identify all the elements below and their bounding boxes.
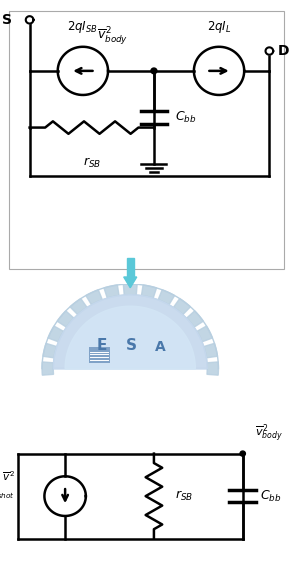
Text: S: S [2,13,12,27]
Polygon shape [197,326,213,342]
Text: $\overline{v}^{\,2}_{body}$: $\overline{v}^{\,2}_{body}$ [97,26,128,48]
Polygon shape [48,326,64,342]
Text: $C_{bb}$: $C_{bb}$ [175,110,196,125]
Polygon shape [26,16,33,23]
Polygon shape [53,295,207,369]
Text: $_{shot}$: $_{shot}$ [0,491,15,501]
Polygon shape [158,290,175,305]
Polygon shape [43,344,57,358]
Text: E: E [97,338,107,353]
Polygon shape [127,258,134,278]
Text: $\overline{v}^{\,2}$: $\overline{v}^{\,2}$ [1,469,15,483]
Polygon shape [86,290,102,305]
Polygon shape [123,284,137,295]
Text: $r_{SB}$: $r_{SB}$ [83,156,101,170]
Text: $r_{SB}$: $r_{SB}$ [175,489,193,503]
FancyBboxPatch shape [89,347,110,363]
Text: $2qI_L$: $2qI_L$ [207,19,231,35]
Text: S: S [126,338,137,353]
Text: $C_{bb}$: $C_{bb}$ [260,489,282,503]
Polygon shape [57,311,74,327]
Polygon shape [186,311,203,327]
Polygon shape [124,277,137,288]
Polygon shape [240,451,245,456]
Polygon shape [141,285,157,298]
Polygon shape [207,362,218,375]
Text: A: A [155,340,165,354]
Polygon shape [266,48,273,54]
Polygon shape [151,68,157,74]
Polygon shape [70,299,87,315]
Text: $\overline{v}^{\,2}_{body}$: $\overline{v}^{\,2}_{body}$ [255,423,283,445]
Text: D: D [278,44,290,58]
Polygon shape [104,285,119,298]
Polygon shape [204,344,218,358]
Polygon shape [65,306,195,369]
Polygon shape [173,299,191,315]
Polygon shape [42,362,54,375]
Text: $2qI_{SB}$: $2qI_{SB}$ [67,19,98,35]
